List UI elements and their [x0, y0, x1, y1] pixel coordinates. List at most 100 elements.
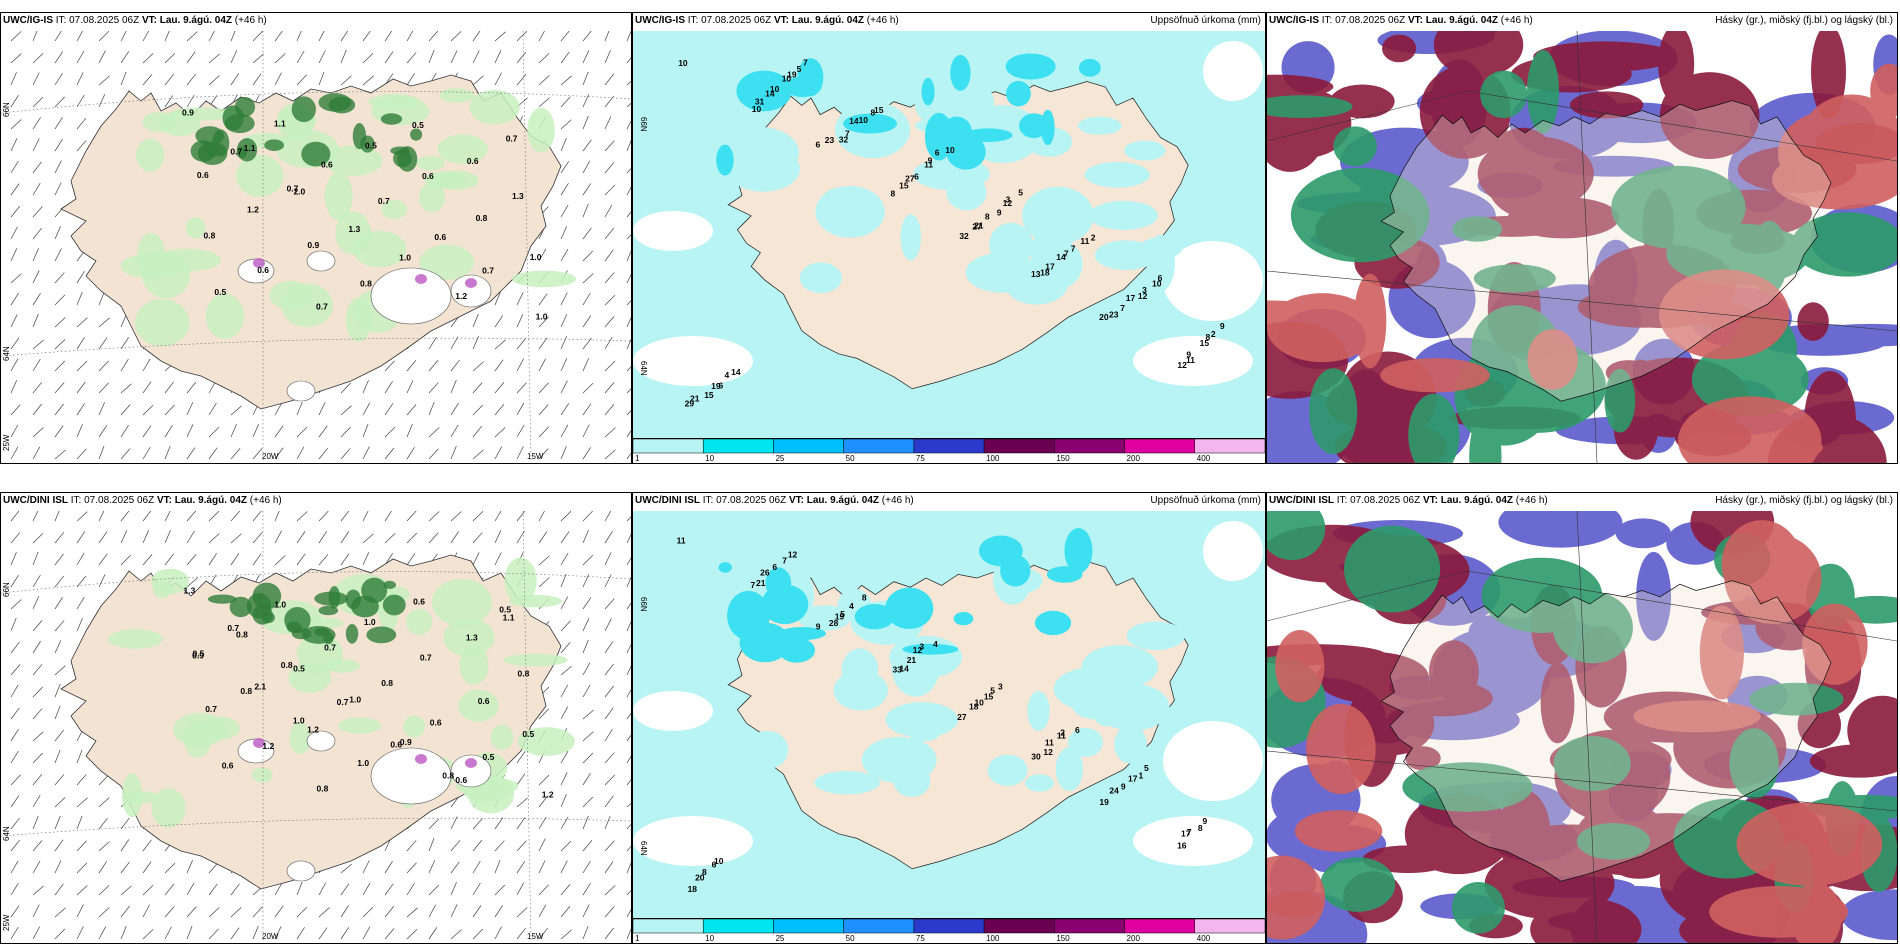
glacier: [306, 730, 336, 752]
wind-barb: [98, 360, 109, 372]
wind-barb: [164, 926, 172, 940]
wind-barb: [494, 840, 505, 852]
wind-barb: [98, 817, 108, 830]
wind-barb: [54, 294, 66, 306]
precip-value-label: 11: [1186, 355, 1195, 365]
cloud-cover-dense: [190, 93, 423, 172]
wind-barb: [604, 116, 612, 130]
precip-value-label: 31: [755, 97, 765, 107]
wind-barb: [472, 404, 484, 416]
mid-cloud-patch: [1636, 551, 1672, 641]
cloud-value-label: 1.1: [503, 613, 515, 623]
wind-barb: [76, 575, 87, 588]
wind-barb: [384, 511, 392, 522]
cloud-value-label: 0.7: [287, 184, 299, 194]
cloud-patch: [205, 293, 245, 339]
wind-barb: [406, 380, 414, 394]
low-cloud-thin-layer: [1267, 520, 1883, 943]
wind-barb: [10, 795, 20, 808]
cloud-value-label: 0.6: [467, 156, 479, 166]
precip-value-label: 28: [829, 618, 839, 628]
wind-barb: [54, 597, 63, 610]
wind-barb: [494, 817, 504, 830]
wind-barb: [10, 138, 18, 152]
wind-barb: [428, 448, 439, 460]
wind-barb: [164, 445, 171, 460]
precip-value-label: 5: [1018, 187, 1023, 197]
low-cloud-thin-patch: [1699, 605, 1744, 700]
wind-barb: [604, 598, 615, 610]
precip-value-label: 16: [1177, 840, 1187, 850]
precip-value-label: 11: [1057, 730, 1066, 740]
cloud-patch: [202, 717, 240, 740]
grid-label: 20W: [262, 932, 279, 941]
wind-barb: [626, 80, 631, 86]
wind-barb: [560, 119, 572, 130]
cloud-patch-dense: [301, 141, 331, 167]
wind-barb: [494, 291, 501, 306]
precip-patch: [1022, 186, 1094, 245]
cloud-patch: [324, 172, 353, 221]
wind-barb: [32, 926, 40, 940]
precip-value-label: 9: [997, 208, 1002, 218]
wind-barb: [252, 448, 263, 460]
wind-barb: [32, 339, 44, 350]
wind-barb: [318, 907, 330, 918]
wind-barb: [406, 840, 417, 852]
colorbar-swatch: [1054, 919, 1125, 934]
wind-barb: [384, 883, 394, 896]
grid-label: 25W: [2, 434, 11, 451]
wind-barb: [626, 644, 631, 654]
precip-value-label: 9: [1203, 816, 1208, 826]
wind-barb: [582, 639, 589, 654]
high-cloud-patch: [1290, 167, 1430, 263]
low-cloud-patch: [1362, 845, 1454, 874]
wind-barb: [516, 882, 525, 896]
cloud-value-label: 1.3: [348, 224, 360, 234]
wind-barb: [120, 817, 130, 830]
wind-barb: [318, 447, 329, 460]
wind-barb: [582, 709, 594, 720]
wind-barb: [54, 425, 64, 438]
panel-bottom-middle: UWC/DINI ISL IT: 07.08.2025 06Z VT: Lau.…: [632, 492, 1266, 944]
precip-value-label: 7: [1187, 827, 1192, 837]
precip-heavy: [716, 53, 1101, 176]
wind-barb: [626, 621, 631, 632]
wind-barb: [10, 684, 19, 698]
wind-barb: [32, 511, 39, 522]
precip-value-label: 3: [919, 642, 924, 652]
wind-barb: [54, 272, 65, 284]
cloud-patch: [503, 653, 568, 667]
wind-barb: [560, 336, 568, 350]
wind-barb: [98, 774, 109, 786]
precip-values: 1010683213201229312315271823112114322721…: [678, 58, 1225, 409]
wind-barb: [32, 551, 39, 566]
wind-barb: [54, 96, 65, 108]
wind-barb: [538, 838, 546, 852]
dry-areas: [633, 521, 1263, 866]
grid-label: 25W: [2, 914, 11, 931]
precip-value-label: 18: [969, 701, 979, 711]
cloud-patch: [325, 659, 360, 673]
wind-barb: [362, 552, 370, 566]
low-cloud-patch: [1533, 41, 1677, 72]
cloud-value-label: 0.5: [499, 605, 511, 615]
wind-barb: [76, 885, 88, 896]
wind-barb: [626, 755, 631, 764]
precip-value-label: 27: [957, 712, 967, 722]
wind-barb: [450, 929, 462, 940]
wind-barb: [516, 402, 525, 416]
wind-barb: [186, 424, 194, 438]
wind-barb: [230, 927, 240, 940]
precip-value-label: 10: [770, 84, 780, 94]
precip-value-label: 15: [874, 105, 884, 115]
wind-barb: [54, 182, 62, 196]
glacier: [306, 250, 336, 272]
precip-spot: [415, 754, 427, 764]
cloud-value-label: 0.7: [227, 623, 239, 633]
cloud-patch-dense: [318, 93, 352, 112]
precip-value-label: 21: [690, 393, 700, 403]
cloud-patch: [136, 139, 165, 172]
wind-barb: [362, 533, 374, 544]
wind-barb: [340, 49, 347, 64]
